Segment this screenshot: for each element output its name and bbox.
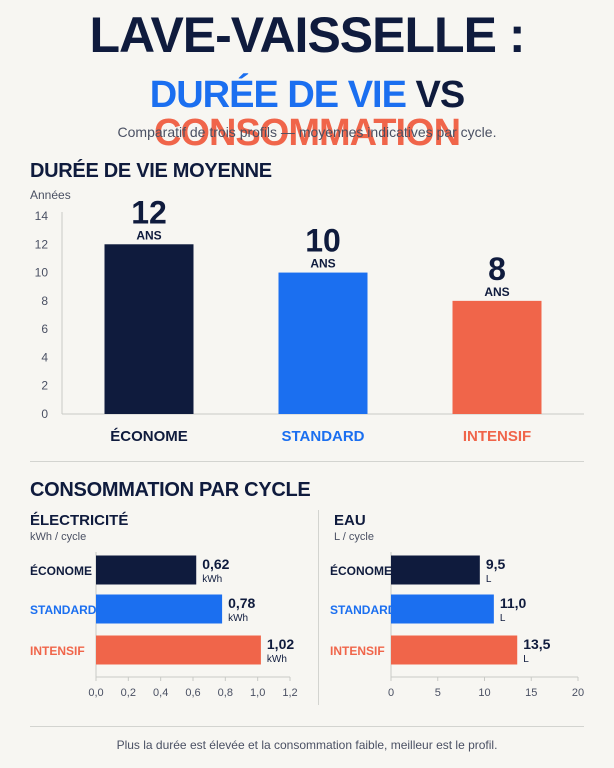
bar <box>104 244 194 414</box>
x-tick-label: 0,2 <box>121 687 136 699</box>
bar <box>391 635 518 665</box>
data-label: 11,0 <box>500 595 527 611</box>
data-label-unit: kWh <box>228 613 248 624</box>
bar <box>391 594 494 624</box>
data-label-unit: ANS <box>310 257 335 271</box>
electricity-bar-chart: 0,0 0,2 0,4 0,6 0,8 1,0 1,2 ÉCONOME 0,62 kWh STAND… <box>30 552 298 699</box>
data-label-unit: kWh <box>202 574 222 585</box>
y-tick-label: 8 <box>41 294 48 308</box>
footer-divider <box>30 726 584 727</box>
page-subtitle: Comparatif de trois profils — moyennes i… <box>117 124 497 140</box>
electricity-chart-title: ÉLECTRICITÉ <box>30 512 129 529</box>
y-tick-label: 2 <box>41 379 48 393</box>
data-label: 0,78 <box>228 595 255 611</box>
x-tick-label: INTENSIF <box>463 428 531 445</box>
data-label: 13,5 <box>523 636 550 652</box>
bar <box>452 300 542 414</box>
title-vs: VS <box>415 74 466 116</box>
x-tick-label: 1,2 <box>282 687 297 699</box>
data-label-unit: ANS <box>136 228 161 242</box>
data-label: 1,02 <box>267 636 294 652</box>
category-label: INTENSIF <box>330 644 385 658</box>
bar <box>96 594 223 624</box>
title-consumption: CONSOMMATION <box>153 112 461 154</box>
data-label: 10 <box>305 223 341 259</box>
y-tick-label: 12 <box>35 237 49 251</box>
y-tick-label: 4 <box>41 350 48 364</box>
bar <box>96 635 261 665</box>
lifespan-y-axis-label: Années <box>30 188 71 202</box>
page-title: LAVE-VAISSELLE : <box>89 7 526 63</box>
category-label: STANDARD <box>30 603 97 617</box>
panel-divider <box>318 510 319 705</box>
data-label: 9,5 <box>486 556 506 572</box>
x-tick-label: 0,8 <box>218 687 233 699</box>
x-tick-label: 0 <box>388 687 394 699</box>
x-tick-label: 5 <box>435 687 441 699</box>
y-tick-label: 6 <box>41 322 48 336</box>
y-tick-label: 10 <box>35 266 49 280</box>
data-label-unit: L <box>523 654 529 665</box>
data-label-unit: kWh <box>267 654 287 665</box>
x-tick-label: 1,0 <box>250 687 265 699</box>
x-tick-label: ÉCONOME <box>110 428 188 445</box>
page-title-line2: DURÉE DE VIE VS CONSOMMATION <box>0 76 614 152</box>
bar <box>96 555 197 585</box>
data-label-unit: L <box>486 574 492 585</box>
y-tick-label: 0 <box>41 407 48 421</box>
data-label-unit: L <box>500 613 506 624</box>
bar <box>278 272 368 414</box>
water-unit-label: L / cycle <box>334 531 374 543</box>
data-label: 0,62 <box>202 556 229 572</box>
x-tick-label: 0,6 <box>185 687 200 699</box>
x-tick-label: STANDARD <box>281 428 364 445</box>
data-label: 12 <box>131 194 167 230</box>
water-bar-chart: 0 5 10 15 20 ÉCONOME 9,5 L STANDARD 11,0 L INTENSIF… <box>330 552 584 699</box>
x-tick-label: 20 <box>572 687 584 699</box>
lifespan-chart-title: DURÉE DE VIE MOYENNE <box>30 160 272 182</box>
category-label: STANDARD <box>330 603 397 617</box>
data-label: 8 <box>488 251 506 287</box>
category-label: ÉCONOME <box>30 563 92 578</box>
title-lifespan: DURÉE DE VIE <box>149 74 407 116</box>
data-label-unit: ANS <box>484 285 509 299</box>
x-tick-label: 0,0 <box>88 687 103 699</box>
electricity-unit-label: kWh / cycle <box>30 531 87 543</box>
consumption-section-title: CONSOMMATION PAR CYCLE <box>30 479 311 501</box>
x-tick-label: 15 <box>525 687 537 699</box>
footer-note: Plus la durée est élevée et la consommat… <box>116 738 498 752</box>
category-label: ÉCONOME <box>330 563 392 578</box>
x-tick-label: 0,4 <box>153 687 168 699</box>
y-tick-label: 14 <box>35 209 49 223</box>
water-chart-title: EAU <box>334 512 366 529</box>
bar <box>391 555 480 585</box>
category-label: INTENSIF <box>30 644 85 658</box>
x-tick-label: 10 <box>478 687 490 699</box>
section-divider <box>30 461 584 462</box>
